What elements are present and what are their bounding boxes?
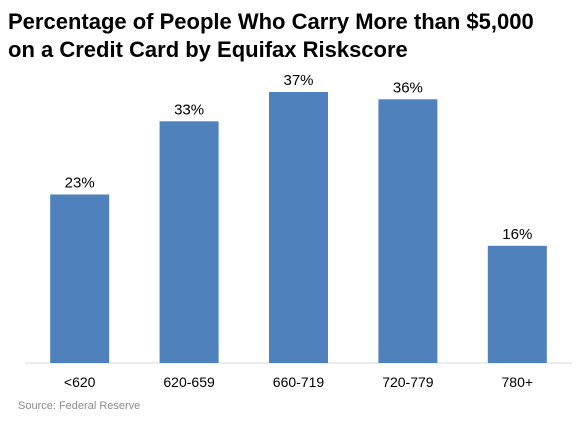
x-tick-label-3: 720-779 [382, 374, 434, 390]
chart-title: Percentage of People Who Carry More than… [8, 8, 574, 64]
data-label-3: 36% [393, 79, 423, 96]
x-tick-label-2: 660-719 [273, 374, 325, 390]
bar-4 [487, 245, 547, 363]
bar-3 [378, 99, 438, 364]
x-tick-label-0: <620 [64, 374, 96, 390]
source-note: Source: Federal Reserve [18, 400, 141, 412]
chart-title-line-1: Percentage of People Who Carry More than… [8, 9, 534, 34]
x-tick-label-4: 780+ [502, 374, 534, 390]
data-label-2: 37% [283, 72, 313, 89]
data-label-1: 33% [174, 101, 204, 118]
data-label-0: 23% [65, 175, 95, 192]
bar-1 [159, 121, 219, 363]
bar-2 [269, 92, 328, 363]
x-tick-label-1: 620-659 [163, 374, 215, 390]
chart-title-line-2: on a Credit Card by Equifax Riskscore [8, 37, 408, 62]
bar-0 [50, 194, 110, 363]
data-label-4: 16% [502, 226, 532, 243]
